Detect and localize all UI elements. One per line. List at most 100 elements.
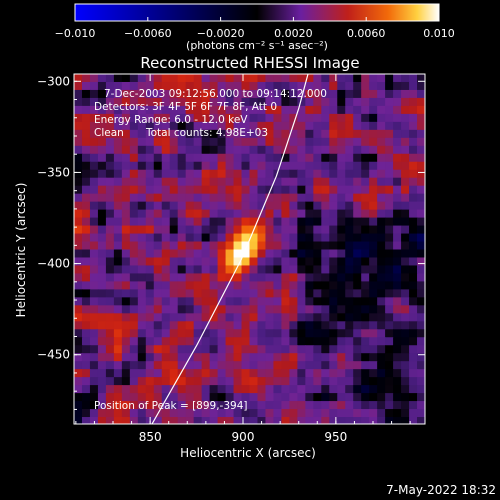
- heatmap-cell: [409, 169, 418, 179]
- annotation-energy-range: Energy Range: 6.0 - 12.0 keV: [94, 114, 248, 126]
- heatmap-cell: [297, 225, 306, 235]
- heatmap-cell: [241, 105, 251, 115]
- heatmap-cell: [305, 145, 314, 155]
- heatmap-cell: [74, 193, 83, 203]
- heatmap-cell: [217, 74, 227, 83]
- heatmap-cell: [377, 321, 386, 330]
- heatmap-cell: [273, 209, 283, 219]
- colorbar-tick-label: −0.0020: [197, 27, 245, 40]
- heatmap-cell: [337, 369, 346, 378]
- heatmap-cell: [137, 129, 147, 139]
- heatmap-cell: [161, 249, 171, 259]
- heatmap-cell: [113, 169, 123, 179]
- heatmap-cell: [153, 297, 163, 306]
- heatmap-cell: [305, 289, 314, 298]
- heatmap-cell: [209, 121, 219, 131]
- heatmap-cell: [345, 297, 354, 306]
- heatmap-cell: [225, 185, 235, 195]
- heatmap-cell: [265, 105, 275, 115]
- heatmap-cell: [249, 265, 259, 275]
- heatmap-cell: [241, 369, 251, 378]
- heatmap-cell: [233, 225, 243, 235]
- heatmap-cell: [161, 361, 171, 370]
- heatmap-cell: [305, 153, 314, 163]
- heatmap-cell: [313, 281, 322, 290]
- heatmap-cell: [193, 97, 203, 107]
- heatmap-cell: [121, 201, 131, 211]
- heatmap-cell: [193, 265, 203, 275]
- heatmap-cell: [105, 153, 115, 163]
- heatmap-cell: [177, 161, 187, 171]
- heatmap-cell: [129, 201, 139, 211]
- heatmap-cell: [129, 385, 139, 394]
- heatmap-cell: [209, 201, 219, 211]
- heatmap-cell: [361, 241, 370, 251]
- heatmap-cell: [369, 129, 378, 139]
- heatmap-cell: [89, 209, 99, 219]
- heatmap-cell: [225, 113, 235, 123]
- heatmap-cell: [89, 185, 99, 195]
- heatmap-cell: [153, 329, 163, 338]
- heatmap-cell: [129, 113, 139, 123]
- heatmap-cell: [217, 345, 227, 354]
- heatmap-cell: [161, 97, 171, 107]
- heatmap-cell: [177, 345, 187, 354]
- heatmap-cell: [97, 137, 107, 147]
- heatmap-cell: [161, 74, 171, 83]
- heatmap-cell: [193, 369, 203, 378]
- heatmap-cell: [209, 289, 219, 298]
- heatmap-cell: [273, 313, 283, 322]
- heatmap-cell: [305, 233, 314, 243]
- heatmap-cell: [137, 345, 147, 354]
- heatmap-cell: [393, 177, 402, 187]
- heatmap-cell: [185, 113, 195, 123]
- heatmap-cell: [153, 217, 163, 227]
- heatmap-cell: [241, 201, 251, 211]
- heatmap-cell: [97, 153, 107, 163]
- heatmap-cell: [353, 329, 362, 338]
- heatmap-cell: [385, 417, 394, 424]
- heatmap-cell: [273, 377, 283, 386]
- heatmap-cell: [321, 121, 330, 131]
- heatmap-cell: [329, 337, 338, 346]
- heatmap-cell: [217, 401, 227, 410]
- heatmap-cell: [257, 97, 267, 107]
- heatmap-cell: [305, 313, 314, 322]
- heatmap-cell: [89, 137, 99, 147]
- heatmap-cell: [377, 193, 386, 203]
- heatmap-cell: [265, 369, 275, 378]
- heatmap-cell: [113, 313, 123, 322]
- heatmap-cell: [217, 177, 227, 187]
- heatmap-cell: [249, 185, 259, 195]
- heatmap-cell: [353, 313, 362, 322]
- heatmap-cell: [265, 185, 275, 195]
- heatmap-cell: [74, 329, 83, 338]
- heatmap-cell: [201, 233, 211, 243]
- heatmap-cell: [321, 337, 330, 346]
- heatmap-cell: [74, 409, 83, 418]
- heatmap-cell: [297, 193, 306, 203]
- heatmap-cell: [233, 193, 243, 203]
- heatmap-cell: [409, 265, 418, 275]
- heatmap-cell: [185, 209, 195, 219]
- heatmap-cell: [225, 169, 235, 179]
- heatmap-cell: [289, 169, 298, 179]
- heatmap-cell: [265, 201, 275, 211]
- heatmap-cell: [209, 313, 219, 322]
- heatmap-cell: [401, 249, 410, 259]
- heatmap-cell: [345, 137, 354, 147]
- heatmap-cell: [81, 89, 91, 99]
- heatmap-cell: [193, 257, 203, 267]
- heatmap-cell: [137, 225, 147, 235]
- heatmap-cell: [209, 273, 219, 283]
- heatmap-cell: [225, 305, 235, 314]
- heatmap-cell: [369, 281, 378, 290]
- heatmap-cell: [321, 177, 330, 187]
- heatmap-cell: [265, 353, 275, 362]
- heatmap-cell: [361, 137, 370, 147]
- heatmap-cell: [417, 345, 425, 354]
- heatmap-cell: [249, 121, 259, 131]
- heatmap-cell: [249, 201, 259, 211]
- heatmap-cell: [113, 97, 123, 107]
- heatmap-cell: [185, 97, 195, 107]
